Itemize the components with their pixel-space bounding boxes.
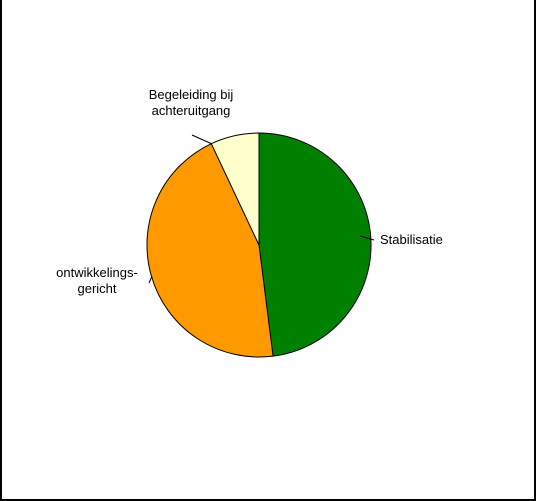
slice-label-1-line-1: Stabilisatie bbox=[380, 232, 443, 247]
leader-lines bbox=[148, 134, 375, 284]
pie-slice-1 bbox=[258, 132, 372, 357]
leader-line-1 bbox=[359, 235, 375, 241]
leader-line-3 bbox=[191, 134, 213, 145]
slice-label-1: Stabilisatie bbox=[380, 232, 443, 247]
slice-label-3: Begeleiding bij achteruitgang bbox=[149, 87, 234, 118]
leader-line-2 bbox=[148, 275, 153, 284]
slice-label-2: ontwikkelings-gericht bbox=[56, 265, 138, 296]
slice-label-3-line-2: achteruitgang bbox=[152, 103, 231, 118]
pie-slices bbox=[146, 132, 372, 358]
slice-labels: Stabilisatie ontwikkelings-gericht Begelei… bbox=[56, 87, 443, 296]
slice-label-2-line-2: gericht bbox=[77, 281, 116, 296]
slice-label-2-line-1: ontwikkelings- bbox=[56, 265, 138, 280]
slice-label-3-line-1: Begeleiding bij bbox=[149, 87, 234, 102]
